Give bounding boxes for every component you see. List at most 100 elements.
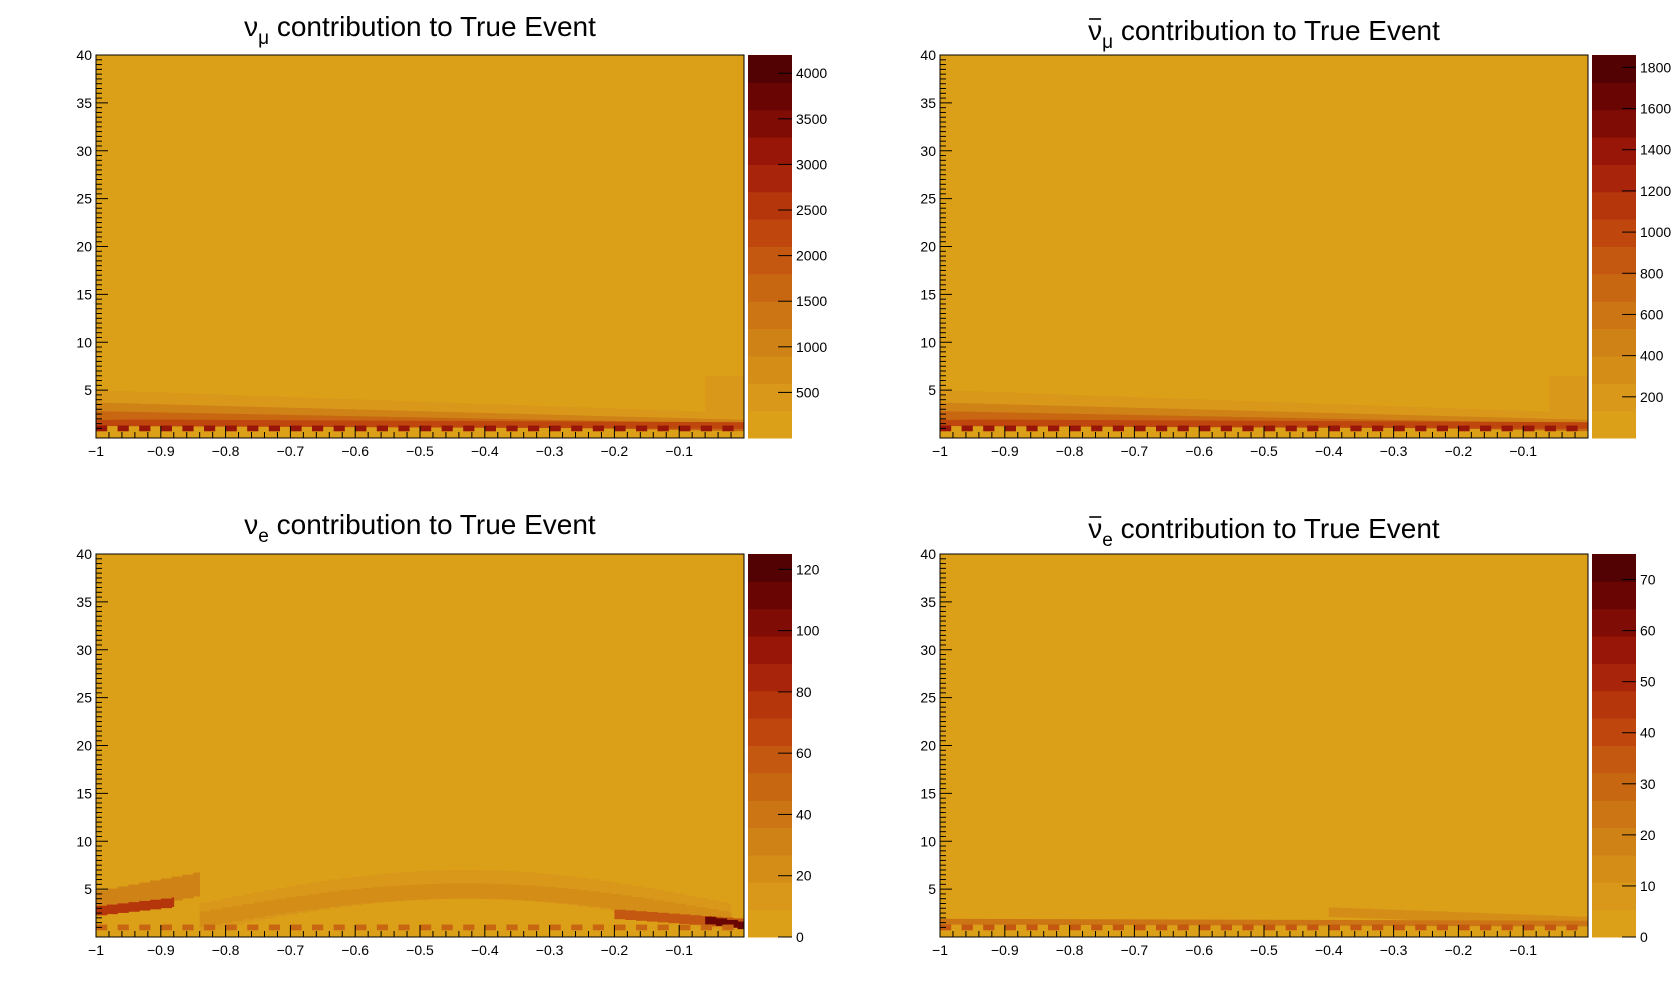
heatmap-cell — [1112, 414, 1124, 423]
title-subscript: e — [258, 526, 269, 547]
heatmap-cell — [452, 402, 464, 419]
title-subscript: μ — [1102, 32, 1113, 53]
heatmap-cell — [1220, 919, 1232, 926]
heatmap-cell — [560, 415, 572, 425]
heatmap-cell — [1501, 924, 1513, 931]
y-tick-label: 10 — [920, 334, 936, 350]
color-bar-step — [1592, 636, 1636, 664]
heatmap-cell — [1156, 425, 1168, 432]
heatmap-cell — [225, 394, 237, 411]
heatmap-cell — [1307, 412, 1319, 423]
heatmap-cell — [398, 425, 410, 432]
heatmap-cell — [1156, 420, 1168, 428]
heatmap-cell — [312, 420, 324, 428]
color-bar-step — [1592, 800, 1636, 829]
heatmap-cell — [506, 421, 518, 428]
heatmap-cell — [1447, 421, 1459, 429]
heatmap-cell — [1069, 406, 1081, 416]
y-tick-label: 15 — [76, 286, 92, 302]
heatmap-cell — [268, 414, 280, 423]
heatmap-cell — [290, 397, 302, 413]
heatmap-region-3 — [96, 872, 201, 915]
heatmap-cell — [1382, 406, 1394, 422]
heatmap-cell — [1469, 912, 1481, 923]
heatmap-cell — [1393, 909, 1405, 920]
heatmap-cell — [171, 876, 183, 901]
heatmap-cell — [275, 898, 287, 915]
x-tick-label: −0.9 — [147, 443, 175, 459]
heatmap-cell — [1285, 411, 1297, 422]
heatmap-cell — [106, 411, 118, 420]
y-tick-label: 20 — [920, 738, 936, 754]
heatmap-cell — [523, 885, 535, 901]
heatmap-cell — [1080, 419, 1092, 427]
heatmap-cell — [1242, 401, 1254, 417]
heatmap-cell — [1361, 405, 1373, 421]
color-bar-step — [1592, 882, 1636, 911]
heatmap-cell — [204, 405, 216, 416]
heatmap-cell — [258, 407, 270, 417]
heatmap-panel-4: −1 −0.9 −0.8 −0.7 −0.6 −0.5 −0.4 −0.3 −0.2 −0.1 5 1… — [920, 513, 1655, 958]
heatmap-cell — [679, 421, 691, 429]
heatmap-cell — [404, 884, 417, 901]
heatmap-cell — [484, 924, 496, 931]
color-bar-tick-label: 1200 — [1640, 183, 1671, 199]
heatmap-cell — [1058, 919, 1070, 925]
heatmap-cell — [1404, 920, 1416, 926]
heatmap-cell — [679, 425, 691, 432]
y-tick-label: 10 — [76, 833, 92, 849]
x-tick-label: −0.3 — [536, 942, 564, 958]
heatmap-cell — [983, 924, 995, 931]
heatmap-cell — [1415, 924, 1427, 931]
heatmap-cell — [1112, 919, 1124, 926]
color-bar-step — [748, 219, 792, 247]
heatmap-cell — [128, 884, 140, 909]
x-tick-label: −0.8 — [1056, 942, 1084, 958]
color-bar-step — [748, 636, 792, 664]
heatmap-region-4 — [96, 419, 745, 429]
x-tick-label: −0.1 — [665, 443, 693, 459]
heatmap-cell — [1296, 402, 1308, 419]
y-tick-label: 35 — [76, 95, 92, 111]
heatmap-cell — [940, 918, 952, 925]
heatmap-cell — [1307, 924, 1319, 931]
heatmap-cell — [1188, 399, 1200, 415]
heatmap-cell — [214, 394, 226, 410]
heatmap-cell — [1426, 911, 1438, 921]
heatmap-cell — [247, 395, 259, 411]
heatmap-cell — [484, 404, 496, 420]
heatmap-cell — [1145, 919, 1157, 926]
panel-title-text: νμ contribution to True Event — [1088, 15, 1440, 53]
heatmap-cell — [1469, 920, 1481, 927]
heatmap-cell — [322, 398, 334, 414]
color-bar-step — [748, 246, 792, 275]
heatmap-cell — [1048, 924, 1060, 931]
heatmap-cell — [1372, 425, 1384, 432]
heatmap-cell — [1296, 919, 1308, 926]
heatmap-cell — [506, 413, 518, 424]
y-tick-label: 40 — [76, 546, 92, 562]
heatmap-cell — [387, 400, 399, 416]
heatmap-cell — [1091, 414, 1103, 422]
color-bar-step — [1592, 854, 1636, 883]
heatmap-cell — [1242, 420, 1254, 428]
heatmap-cell — [571, 421, 583, 429]
color-bar-step — [748, 55, 792, 83]
heatmap-cell — [463, 420, 475, 428]
heatmap-cell — [441, 402, 453, 418]
heatmap-cell — [1026, 405, 1038, 415]
color-bar-step — [748, 745, 792, 774]
heatmap-cell — [387, 420, 399, 428]
heatmap-cell — [538, 421, 550, 429]
heatmap-cell — [983, 425, 995, 432]
x-tick-label: −0.8 — [212, 942, 240, 958]
color-bar-tick-label: 1600 — [1640, 101, 1671, 117]
heatmap-cell — [1480, 421, 1492, 429]
heatmap-cell — [1166, 919, 1178, 926]
heatmap-cell — [1091, 425, 1103, 432]
x-tick-label: −1 — [932, 443, 948, 459]
heatmap-cell — [1156, 408, 1168, 419]
heatmap-cell — [1372, 414, 1384, 424]
heatmap-cell — [549, 924, 561, 931]
heatmap-cell — [128, 391, 140, 407]
